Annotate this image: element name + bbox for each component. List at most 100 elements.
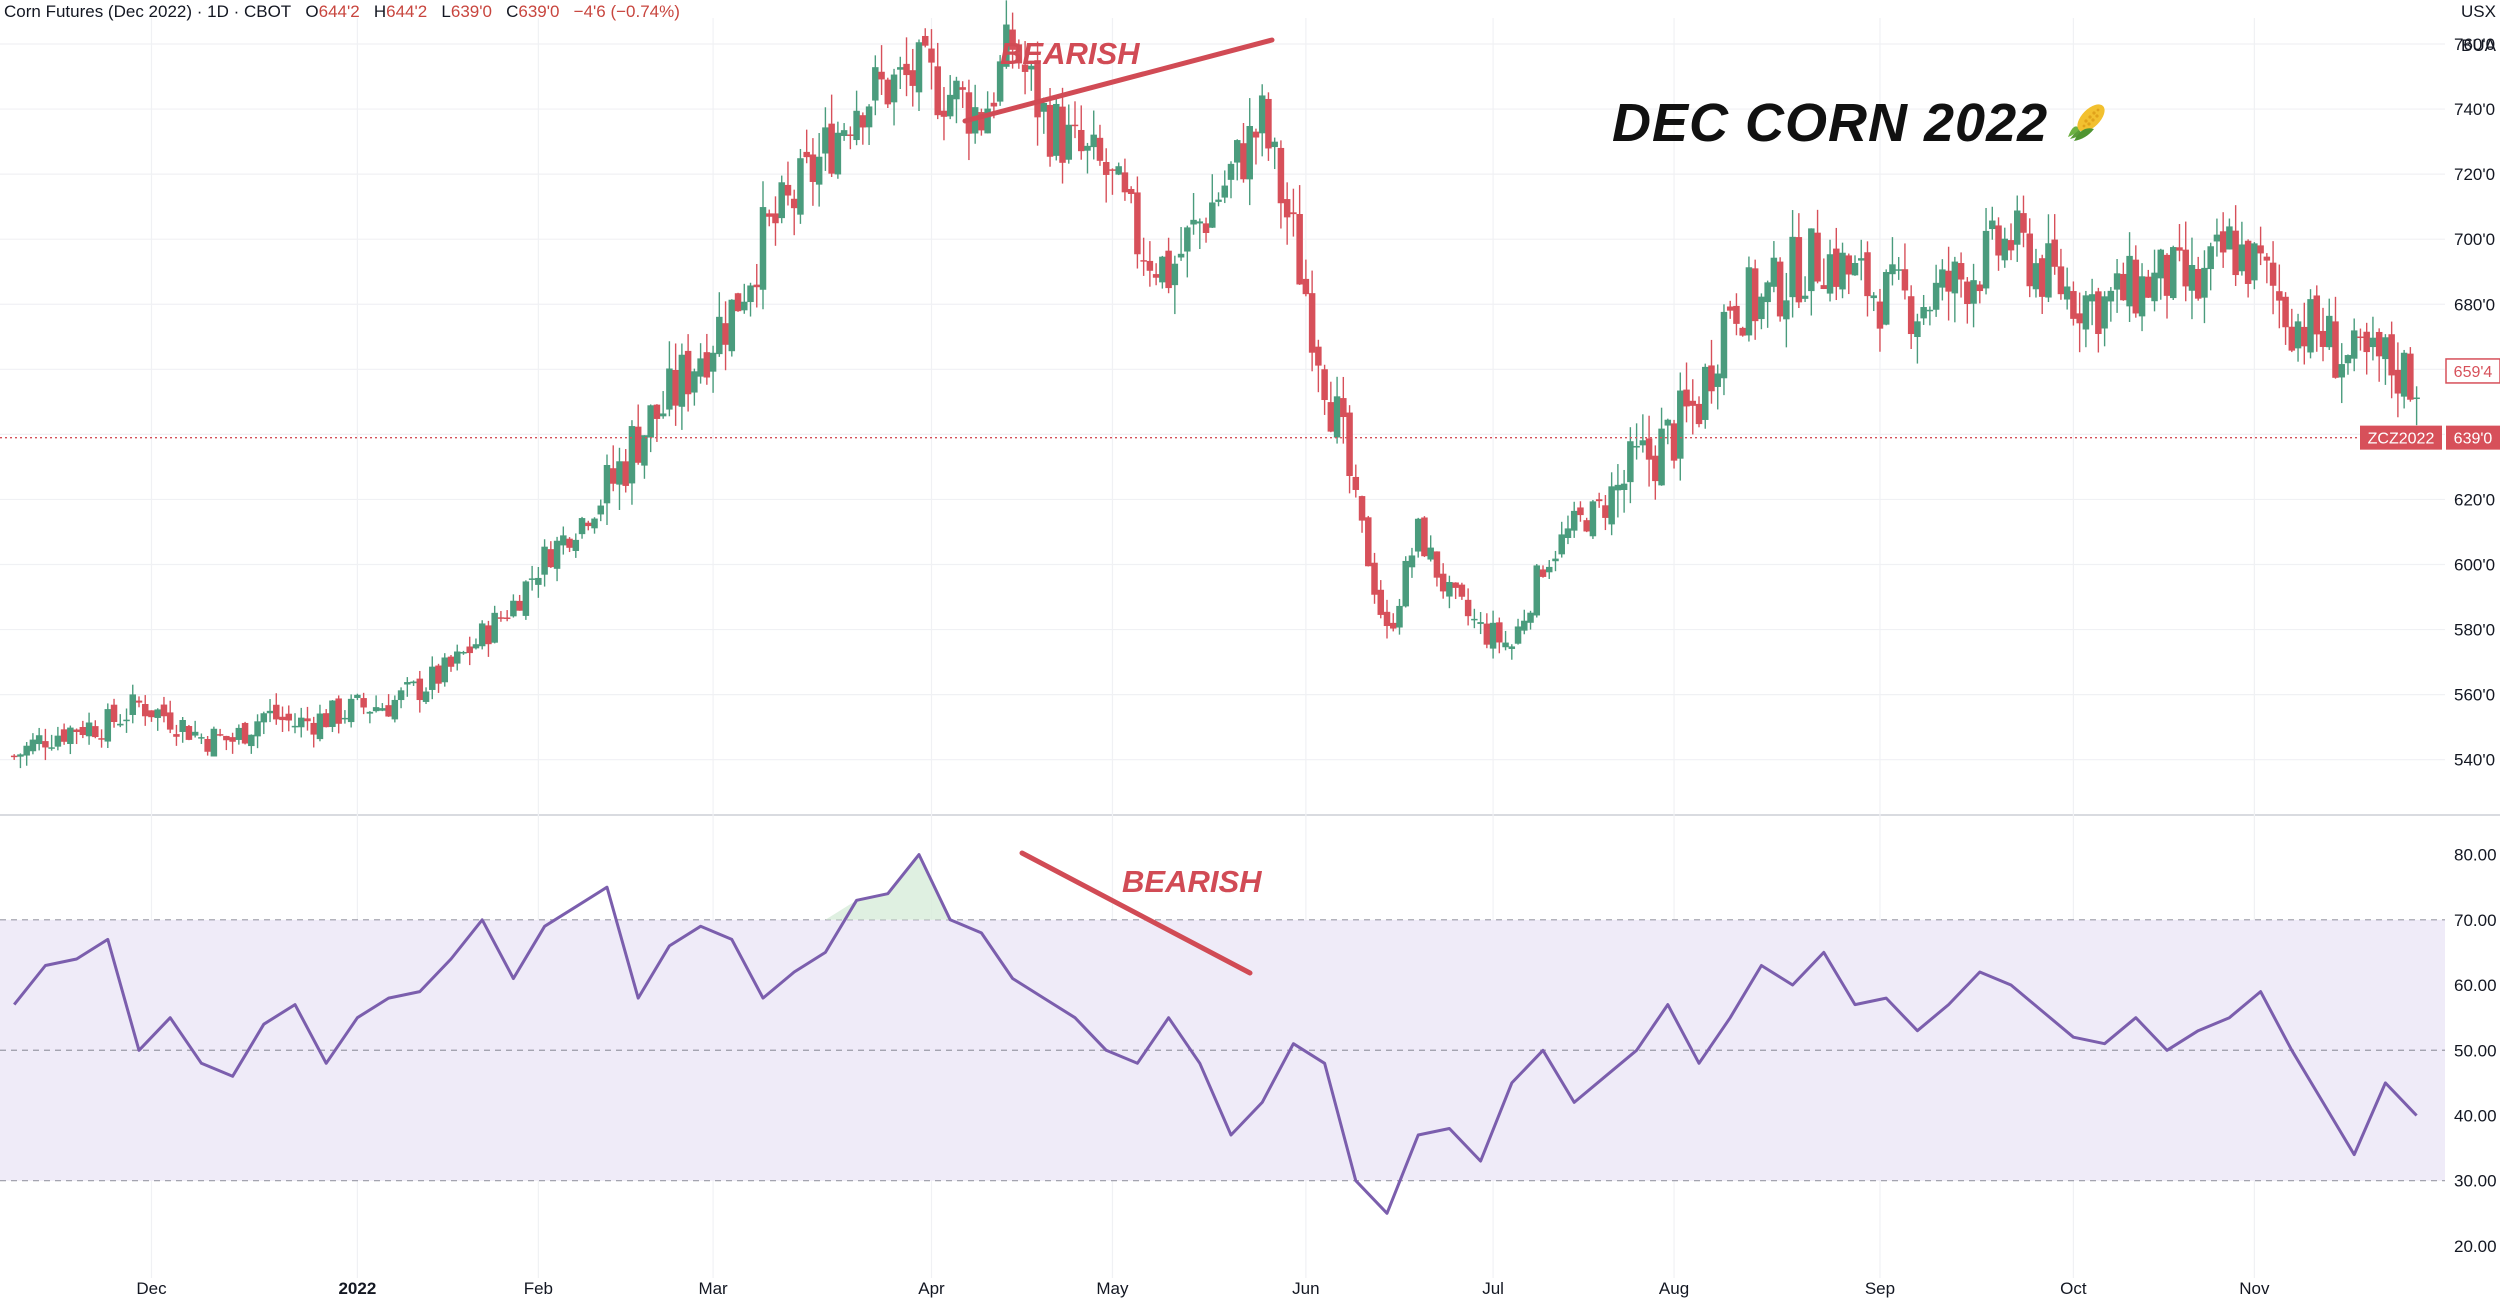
candle-body	[2238, 244, 2246, 272]
candle	[316, 704, 324, 742]
candle	[379, 703, 386, 712]
candle-body	[1221, 185, 1229, 198]
candle-body	[1277, 147, 1285, 204]
candle	[1901, 243, 1909, 300]
candle-body	[1726, 306, 1734, 311]
candle-body	[822, 127, 829, 154]
candle	[1751, 259, 1759, 340]
candle	[48, 734, 55, 751]
candle-body	[1414, 518, 1422, 552]
candle	[1882, 269, 1890, 326]
candle	[304, 706, 311, 731]
candle-body	[1015, 44, 1023, 64]
candle	[435, 663, 442, 693]
candle-body	[578, 518, 586, 535]
unit-label[interactable]: BUA	[2461, 36, 2496, 55]
candle	[641, 435, 648, 479]
candle	[1876, 288, 1884, 352]
candle	[1639, 414, 1647, 453]
candle	[2388, 321, 2395, 399]
candle-body	[1758, 296, 1765, 320]
candle-body	[2182, 249, 2189, 287]
last-price-text: 659'4	[2454, 364, 2493, 381]
candle	[1564, 515, 1572, 545]
candle	[2176, 224, 2183, 262]
candle	[1726, 300, 1734, 319]
candle-body	[322, 713, 330, 728]
candle-body	[1914, 321, 1921, 338]
candle	[1851, 255, 1859, 276]
candle-body	[1970, 280, 1977, 304]
candle-body	[734, 293, 742, 312]
low-value: 639'0	[450, 2, 492, 21]
candle	[2057, 248, 2065, 300]
price-tick-label: 600'0	[2454, 556, 2495, 575]
candle	[2413, 386, 2420, 426]
candle	[909, 48, 917, 107]
candle-body	[1084, 145, 1091, 151]
candle-body	[2188, 264, 2196, 291]
trend-lines	[962, 37, 1275, 976]
candle	[684, 334, 692, 412]
candle	[1327, 381, 1335, 433]
candle	[2188, 237, 2196, 320]
price-tick-label: 560'0	[2454, 686, 2495, 705]
candle-body	[453, 651, 461, 664]
candle	[129, 684, 137, 724]
candle-body	[1932, 282, 1940, 310]
candle-body	[2413, 397, 2420, 400]
rsi-axis: 20.00 30.00 40.00 50.00 60.00 70.00 80.00	[2454, 846, 2497, 1256]
candle	[2407, 347, 2414, 402]
candle-body	[329, 700, 336, 727]
candle	[672, 343, 679, 426]
candle-body	[1184, 227, 1191, 252]
candle	[391, 695, 399, 723]
candle-body	[1065, 124, 1073, 160]
candle-body	[397, 690, 405, 701]
candle-body	[478, 623, 486, 647]
candle-body	[759, 207, 767, 290]
candle	[1589, 499, 1597, 539]
candle-body	[2082, 295, 2090, 330]
candle-body	[2101, 296, 2108, 329]
candle-body	[890, 74, 898, 103]
candle-body	[1570, 510, 1578, 531]
price-tick-label: 620'0	[2454, 490, 2495, 509]
time-tick-label: Oct	[2060, 1279, 2087, 1298]
candle	[310, 716, 317, 748]
candle	[2363, 322, 2370, 375]
candle	[722, 301, 729, 371]
candle-body	[1471, 618, 1478, 621]
candle	[1184, 225, 1191, 278]
candle	[747, 282, 754, 317]
candle	[1439, 563, 1447, 599]
candle	[447, 655, 455, 672]
candle-body	[909, 70, 917, 86]
candle	[1308, 270, 1316, 372]
candle	[2194, 256, 2202, 301]
time-tick-label: Jun	[1292, 1279, 1319, 1298]
candle-body	[1489, 622, 1497, 649]
candle	[266, 699, 274, 723]
candle	[2163, 253, 2171, 319]
currency-label[interactable]: USX	[2461, 2, 2496, 21]
candle	[2207, 242, 2214, 291]
candle-body	[1265, 98, 1272, 149]
candle	[1583, 517, 1590, 533]
candle-body	[1670, 423, 1678, 461]
candle	[1252, 128, 1260, 165]
candle	[2294, 313, 2302, 362]
candle-body	[1371, 562, 1378, 595]
candle	[2063, 267, 2071, 310]
candle-body	[35, 735, 43, 745]
candle-body	[1483, 623, 1491, 645]
candle	[2344, 354, 2352, 375]
candle	[1683, 362, 1690, 423]
candle-body	[528, 578, 536, 580]
candle-body	[441, 657, 449, 683]
candle	[410, 680, 417, 686]
candle	[2007, 223, 2015, 261]
candle	[828, 94, 835, 178]
rsi-tick-label: 50.00	[2454, 1041, 2497, 1060]
candle-body	[1159, 256, 1166, 283]
